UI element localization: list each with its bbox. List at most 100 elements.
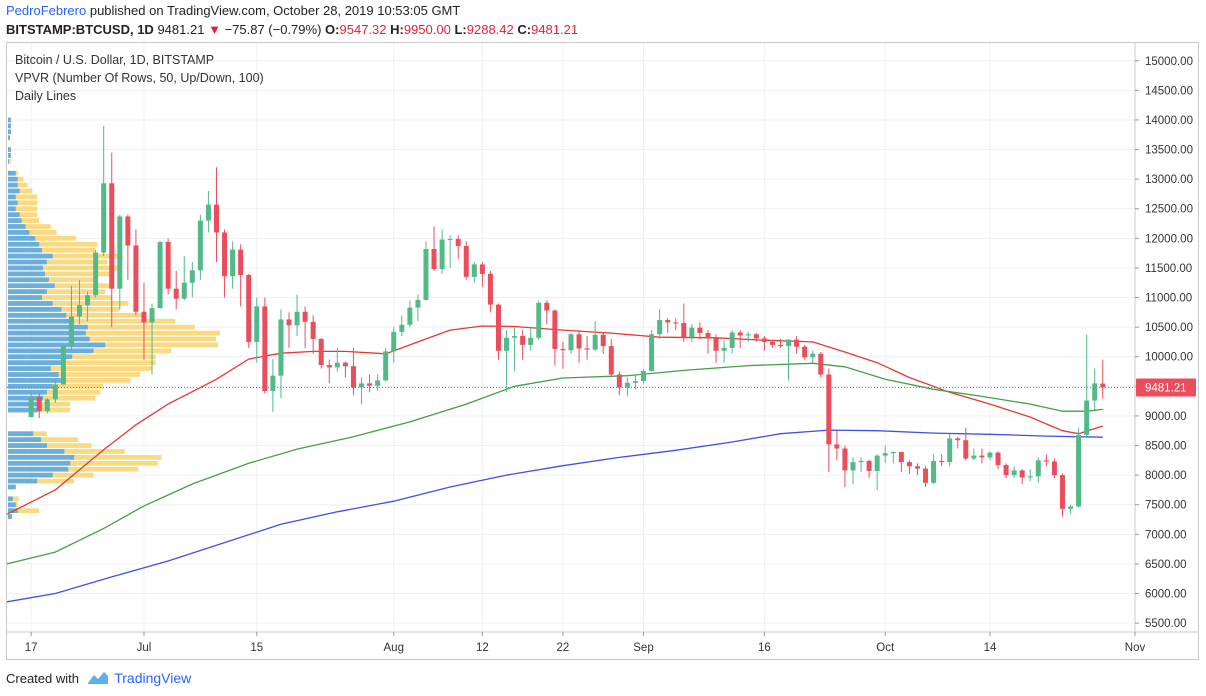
candle-up xyxy=(850,462,856,471)
daily-lines-legend[interactable]: Daily Lines xyxy=(15,89,77,103)
candle-up xyxy=(858,460,864,463)
candle-up xyxy=(947,438,953,463)
volume-profile-down xyxy=(8,336,217,342)
candle-up xyxy=(423,249,429,300)
volume-profile-up xyxy=(8,443,47,448)
volume-profile-down xyxy=(8,366,152,371)
volume-profile-up xyxy=(8,437,42,442)
y-tick-label: 11000.00 xyxy=(1145,293,1192,305)
candle-down xyxy=(955,438,961,441)
candle-down xyxy=(681,322,687,338)
candle-down xyxy=(173,288,179,299)
volume-profile-down xyxy=(8,159,11,164)
volume-profile-up xyxy=(8,188,20,194)
volume-profile-up xyxy=(8,383,53,389)
candle-up xyxy=(278,319,284,376)
y-tick-label: 13000.00 xyxy=(1145,174,1193,186)
volume-profile-down xyxy=(8,372,141,377)
x-tick-label-22: 22 xyxy=(557,642,570,654)
volume-profile-up xyxy=(8,312,67,318)
vpvr-legend[interactable]: VPVR (Number Of Rows, 50, Up/Down, 100) xyxy=(15,71,264,85)
candle-up xyxy=(415,299,421,308)
candle-up xyxy=(528,337,534,345)
candle-down xyxy=(1059,475,1065,509)
candle-up xyxy=(657,320,663,335)
volume-profile-down xyxy=(8,259,108,265)
candle-down xyxy=(697,327,703,334)
candle-down xyxy=(576,334,582,349)
volume-profile-down xyxy=(8,194,38,200)
candle-down xyxy=(350,366,356,388)
candle-up xyxy=(439,239,445,270)
candle-up xyxy=(504,337,510,351)
volume-profile-down xyxy=(8,206,38,212)
y-tick-label: 14000.00 xyxy=(1145,115,1193,127)
candle-down xyxy=(342,362,348,367)
candle-down xyxy=(753,334,759,339)
volume-profile-down xyxy=(8,253,123,259)
volume-profile-down xyxy=(8,478,75,484)
volume-profile-up xyxy=(8,330,86,336)
volume-profile-up xyxy=(8,324,88,330)
volume-profile-up xyxy=(8,348,94,354)
x-tick-label-sep: Sep xyxy=(633,642,653,654)
candle-down xyxy=(262,306,268,392)
candle-down xyxy=(560,349,566,351)
candle-down xyxy=(673,322,679,324)
tradingview-logo-icon xyxy=(87,672,108,684)
candle-up xyxy=(649,334,655,371)
x-tick-label-15: 15 xyxy=(250,642,263,654)
volume-profile-up xyxy=(8,366,51,371)
volume-profile-up xyxy=(8,378,65,383)
x-tick-label-16: 16 xyxy=(758,642,771,654)
candle-down xyxy=(222,232,228,277)
volume-profile-down xyxy=(8,200,38,206)
volume-profile-up xyxy=(8,389,47,395)
publish-text: published on TradingView.com, October 28… xyxy=(89,3,461,18)
volume-profile-up xyxy=(8,478,38,484)
candle-up xyxy=(334,362,340,368)
candle-up xyxy=(1076,434,1082,507)
tradingview-brand[interactable]: TradingView xyxy=(114,670,192,686)
y-tick-label: 8500.00 xyxy=(1145,441,1187,453)
low-label: L: xyxy=(454,22,467,37)
candle-up xyxy=(721,347,727,351)
price-tag-background xyxy=(1136,378,1196,397)
volume-profile-up xyxy=(8,200,18,206)
candle-down xyxy=(310,321,316,339)
volume-profile-up xyxy=(8,466,69,472)
candle-down xyxy=(1100,383,1106,388)
candle-down xyxy=(246,275,252,342)
volume-profile-up xyxy=(8,206,16,212)
volume-profile-up xyxy=(8,301,53,306)
last-price: 9481.21 xyxy=(157,22,205,37)
volume-profile-up xyxy=(8,496,13,502)
candle-up xyxy=(987,452,993,458)
candle-up xyxy=(93,252,99,296)
candle-up xyxy=(407,307,413,325)
candle-up xyxy=(391,331,397,352)
candle-down xyxy=(923,468,929,483)
candle-up xyxy=(592,334,598,350)
x-tick-label-oct: Oct xyxy=(876,642,895,654)
volume-profile-up xyxy=(8,295,43,300)
down-arrow-icon: ▼ xyxy=(208,22,221,37)
chart-title[interactable]: Bitcoin / U.S. Dollar, 1D, BITSTAMP xyxy=(15,53,215,67)
y-tick-label: 14500.00 xyxy=(1145,85,1193,97)
created-with-text: Created with xyxy=(6,671,79,686)
y-tick-label: 12000.00 xyxy=(1145,233,1193,245)
candle-up xyxy=(383,351,389,381)
moving-average-blue xyxy=(6,429,1103,603)
volume-profile-up xyxy=(8,218,22,223)
candle-up xyxy=(101,183,107,253)
footer: Created with TradingView xyxy=(6,670,191,686)
volume-profile-up xyxy=(8,318,75,324)
candle-down xyxy=(165,241,171,289)
candle-up xyxy=(1092,383,1098,401)
y-tick-label: 15000.00 xyxy=(1145,56,1193,68)
candle-down xyxy=(761,338,767,342)
open-value: 9547.32 xyxy=(339,22,387,37)
x-tick-label-17: 17 xyxy=(25,642,38,654)
author-link[interactable]: PedroFebrero xyxy=(6,3,87,18)
